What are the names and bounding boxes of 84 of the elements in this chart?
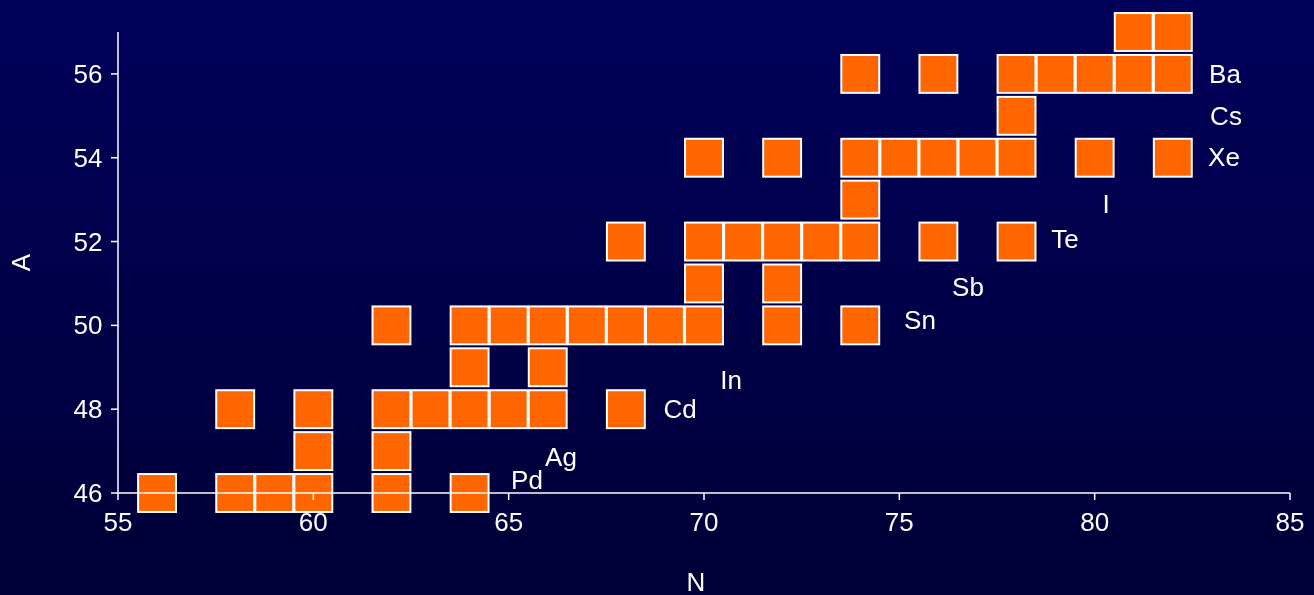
- point: [996, 137, 1037, 178]
- point: [996, 53, 1037, 94]
- point: [137, 473, 178, 513]
- annotation: I: [1102, 189, 1110, 219]
- point: [957, 137, 998, 178]
- point: [449, 347, 490, 388]
- y-tick-label: 48: [73, 394, 103, 425]
- point: [371, 473, 412, 513]
- x-tick-label: 55: [103, 507, 133, 537]
- point: [1152, 137, 1193, 178]
- point: [1035, 53, 1076, 94]
- point: [527, 347, 568, 388]
- annotation: Ag: [545, 442, 577, 472]
- point: [996, 95, 1037, 136]
- annotation: Sn: [904, 305, 936, 335]
- annotation: Cd: [663, 394, 697, 424]
- point: [1113, 12, 1154, 52]
- point: [684, 137, 724, 178]
- point: [918, 137, 959, 178]
- point: [1074, 53, 1115, 94]
- annotation: Sb: [952, 272, 984, 302]
- point: [449, 305, 490, 346]
- point: [840, 53, 881, 94]
- y-tick-label: 52: [73, 226, 103, 257]
- point: [371, 431, 412, 472]
- point: [1113, 53, 1154, 94]
- point: [840, 221, 881, 262]
- x-tick-label: 65: [494, 507, 524, 537]
- point: [723, 221, 764, 262]
- point: [293, 473, 334, 513]
- point: [527, 389, 568, 430]
- point: [684, 221, 724, 262]
- point: [762, 137, 803, 178]
- point: [605, 221, 646, 262]
- annotation: Cs: [1210, 101, 1242, 131]
- point: [1074, 137, 1115, 178]
- point: [644, 305, 685, 346]
- y-tick-label: 56: [73, 58, 103, 89]
- point: [371, 305, 412, 346]
- point: [918, 53, 959, 94]
- y-tick-label: 54: [73, 142, 103, 173]
- point: [840, 179, 881, 220]
- x-tick-label: 85: [1275, 507, 1305, 537]
- point: [566, 305, 607, 346]
- point: [293, 431, 334, 472]
- x-tick-label: 60: [298, 507, 328, 537]
- point: [801, 221, 842, 262]
- point: [254, 473, 295, 513]
- point: [762, 263, 803, 304]
- point: [449, 473, 490, 513]
- x-axis-title: N: [686, 567, 706, 595]
- point: [488, 305, 529, 346]
- point: [840, 305, 881, 346]
- point: [527, 305, 568, 346]
- point: [1152, 53, 1193, 94]
- point: [605, 305, 646, 346]
- point: [762, 221, 803, 262]
- annotation: In: [720, 365, 742, 395]
- point: [371, 389, 412, 430]
- point: [215, 473, 256, 513]
- point: [996, 221, 1037, 262]
- point: [410, 389, 451, 430]
- y-tick-label: 46: [73, 478, 103, 508]
- annotation: Ba: [1209, 59, 1242, 89]
- x-tick-label: 70: [689, 507, 719, 537]
- point: [684, 263, 724, 304]
- y-axis-title: A: [6, 253, 36, 272]
- point: [1152, 12, 1193, 52]
- point: [293, 389, 334, 430]
- point: [879, 137, 920, 178]
- point: [918, 221, 959, 262]
- y-tick-label: 50: [73, 310, 103, 341]
- point: [762, 305, 803, 346]
- point: [605, 389, 646, 430]
- annotation: Xe: [1208, 142, 1240, 172]
- point: [488, 389, 529, 430]
- point: [840, 137, 881, 178]
- point: [449, 389, 490, 430]
- annotation: Te: [1051, 224, 1079, 254]
- point: [684, 305, 724, 346]
- x-tick-label: 75: [884, 507, 914, 537]
- annotation: Pd: [511, 465, 543, 495]
- point: [215, 389, 256, 430]
- x-tick-label: 80: [1080, 507, 1110, 537]
